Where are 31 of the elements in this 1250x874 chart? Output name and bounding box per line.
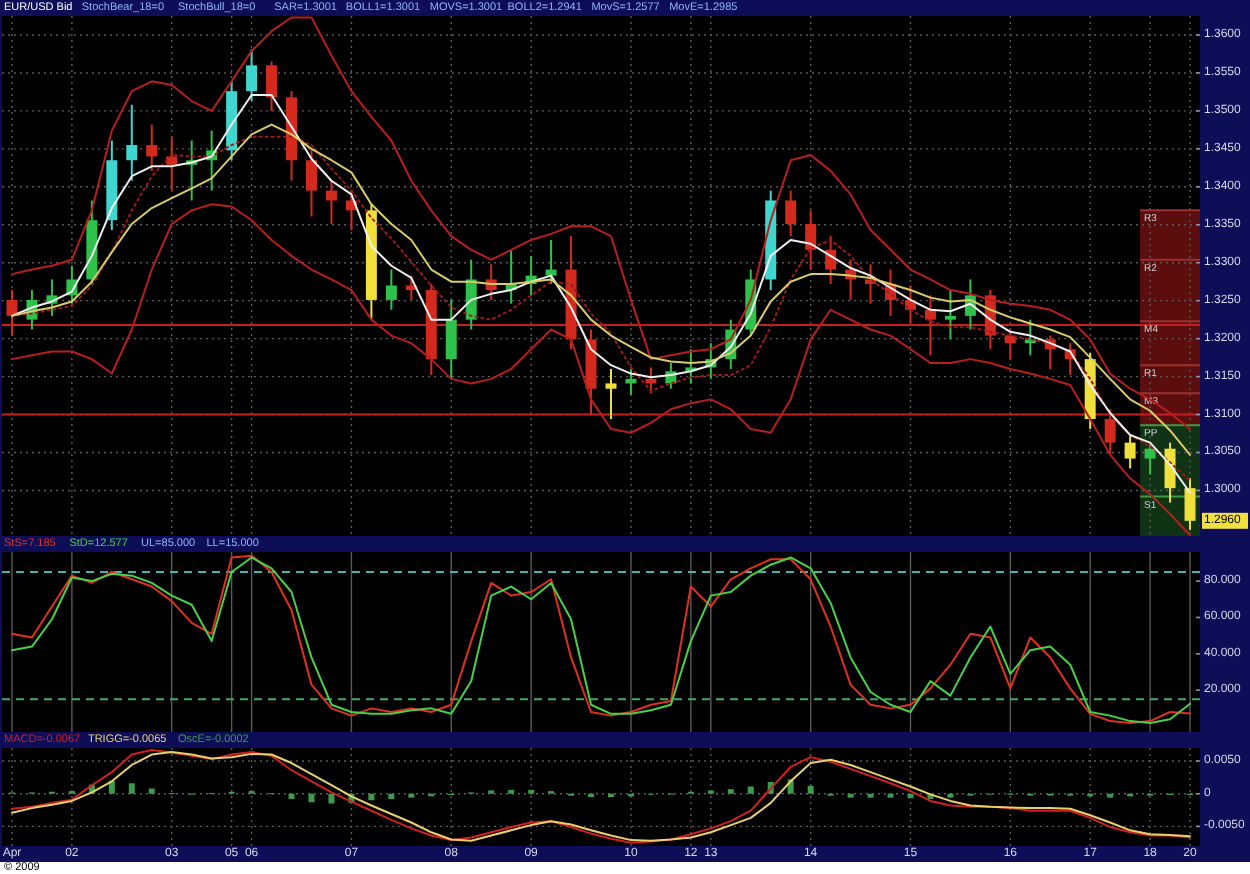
candlestick [305,149,317,218]
bar [747,786,754,794]
candlestick [146,123,158,172]
candlestick [545,238,557,285]
line-series [10,203,1192,537]
candlestick [385,268,397,311]
candlestick [944,289,956,341]
candlestick [924,294,936,357]
candlestick [1104,408,1116,456]
bar [328,793,335,804]
candlestick [785,189,797,238]
candlestick [325,179,337,225]
candlestick [166,135,178,192]
bar [388,793,395,799]
candlestick [6,289,18,337]
candlestick [405,274,417,301]
line-series [10,16,1192,430]
candlestick [445,298,457,380]
bar [807,785,814,794]
bar [368,793,375,801]
candlestick [605,367,617,421]
candlestick [266,60,278,112]
bar [288,793,295,799]
bar [128,783,135,794]
candlestick [1144,443,1156,476]
bar [308,793,315,803]
candlestick [805,209,817,271]
candlestick [1124,434,1136,470]
bar [148,788,155,794]
candlestick [246,48,258,103]
candlestick [126,103,138,182]
